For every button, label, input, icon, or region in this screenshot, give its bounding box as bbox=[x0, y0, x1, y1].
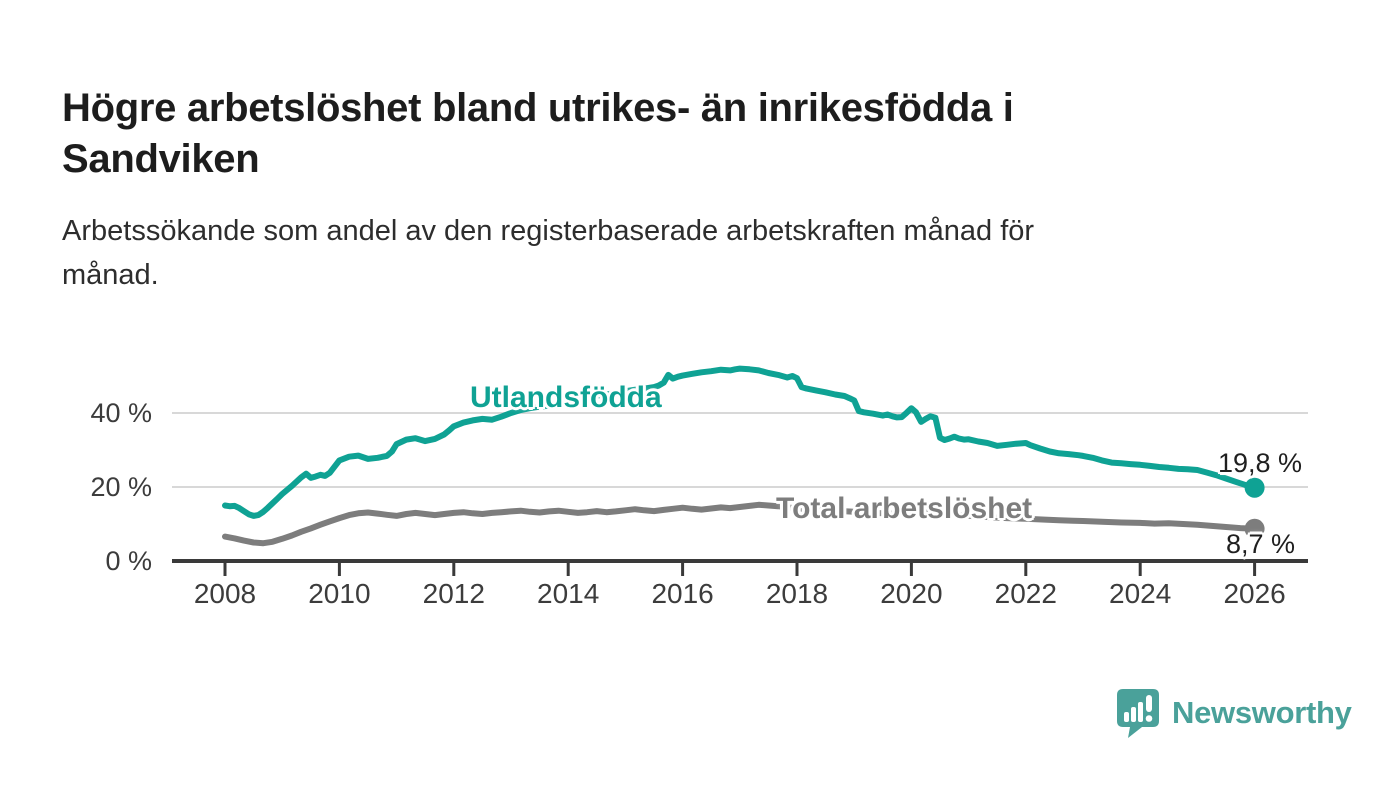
x-tick-label-2010: 2010 bbox=[308, 578, 371, 609]
y-tick-label-20: 20 % bbox=[90, 472, 152, 502]
title-line-1: Högre arbetslöshet bland utrikes- än inr… bbox=[62, 85, 1014, 130]
x-tick-label-2026: 2026 bbox=[1223, 578, 1286, 609]
x-tick-label-2024: 2024 bbox=[1109, 578, 1172, 609]
bar-3 bbox=[1138, 702, 1143, 722]
bar-1 bbox=[1124, 712, 1129, 722]
line-series-0 bbox=[222, 365, 1258, 519]
x-tick-label-2008: 2008 bbox=[193, 578, 257, 609]
end-dot-series-1 bbox=[1244, 518, 1265, 539]
chart-subtitle: Arbetssökande som andel av den registerb… bbox=[62, 210, 1302, 297]
bar-2 bbox=[1131, 707, 1136, 722]
x-tick-label-2018: 2018 bbox=[765, 578, 829, 609]
end-value-label-total: 8,7 % bbox=[1226, 529, 1296, 559]
newsworthy-logo: Newsworthy bbox=[1116, 688, 1352, 738]
x-tick-label-2014: 2014 bbox=[537, 578, 600, 609]
x-tick-label-2012: 2012 bbox=[422, 578, 485, 609]
page-title: Högre arbetslöshet bland utrikes- än inr… bbox=[62, 83, 1242, 185]
subtitle-line-1: Arbetssökande som andel av den registerb… bbox=[62, 215, 1035, 247]
exclamation-bar bbox=[1146, 695, 1152, 712]
y-tick-label-0: 0 % bbox=[105, 546, 152, 576]
x-tick-label-2020: 2020 bbox=[880, 578, 943, 609]
exclamation-dot bbox=[1145, 715, 1153, 722]
subtitle-line-2: månad. bbox=[62, 258, 159, 291]
y-tick-label-40: 40 % bbox=[90, 398, 152, 428]
newsworthy-logo-text: Newsworthy bbox=[1172, 695, 1352, 730]
line-series-1 bbox=[222, 501, 1258, 547]
x-tick-label-2016: 2016 bbox=[651, 578, 714, 609]
series-label-utlandsfodda: Utlandsfödda bbox=[470, 381, 662, 414]
title-line-2: Sandviken bbox=[62, 136, 260, 181]
end-value-label-utlandsfodda: 19,8 % bbox=[1218, 448, 1303, 478]
series-label-total-arbetsloshet: Total arbetslöshet bbox=[776, 492, 1033, 525]
x-tick-label-2022: 2022 bbox=[994, 578, 1057, 609]
newsworthy-logo-icon bbox=[1117, 689, 1159, 738]
end-dot-series-0 bbox=[1244, 477, 1265, 498]
